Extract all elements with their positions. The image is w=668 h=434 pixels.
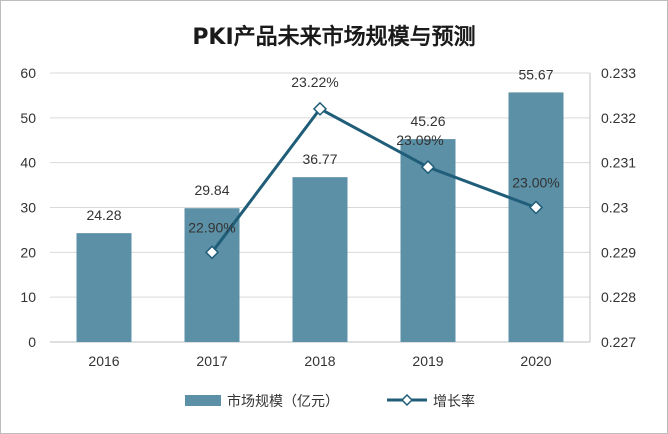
x-tick-label: 2019 (412, 353, 443, 369)
right-tick-label: 0.23 (601, 200, 628, 216)
left-tick-label: 30 (20, 200, 36, 216)
left-tick-label: 20 (20, 244, 36, 260)
left-tick-label: 0 (28, 334, 36, 350)
left-tick-label: 10 (20, 289, 36, 305)
legend-line-marker (400, 393, 414, 407)
line-point-marker (204, 245, 220, 260)
growth-line-series (204, 101, 544, 260)
line-data-labels: 22.90% 23.22% 23.09% 23.00% (188, 74, 559, 235)
bar-data-label: 24.28 (86, 207, 121, 223)
growth-line (210, 107, 537, 254)
line-data-label: 23.00% (512, 175, 559, 191)
bar-data-labels: 24.28 29.84 36.77 45.26 55.67 (86, 66, 553, 223)
left-axis-ticks: 0 10 20 30 40 50 60 (20, 65, 36, 350)
legend-line-label: 增长率 (433, 393, 475, 410)
bar (508, 92, 564, 342)
legend: 市场规模（亿元） 增长率 (185, 393, 475, 410)
legend-bar-swatch (185, 395, 221, 406)
right-tick-label: 0.231 (601, 155, 636, 171)
line-data-label: 23.22% (291, 74, 338, 90)
line-data-label: 23.09% (396, 132, 443, 148)
bar (76, 233, 132, 342)
line-point-marker (312, 101, 328, 116)
right-axis-ticks: 0.227 0.228 0.229 0.23 0.231 0.232 0.233 (601, 65, 636, 350)
left-tick-label: 40 (20, 155, 36, 171)
bar-data-label: 36.77 (302, 151, 337, 167)
line-point-marker (528, 200, 544, 215)
bar (292, 177, 348, 342)
right-tick-label: 0.229 (601, 244, 636, 260)
bar-data-label: 29.84 (194, 182, 229, 198)
x-tick-label: 2020 (520, 353, 551, 369)
bar-data-label: 45.26 (410, 113, 445, 129)
x-tick-label: 2018 (304, 353, 335, 369)
chart-title: PKI产品未来市场规模与预测 (192, 24, 475, 50)
x-tick-label: 2017 (196, 353, 227, 369)
left-tick-label: 50 (20, 110, 36, 126)
legend-bar-label: 市场规模（亿元） (227, 393, 339, 410)
left-tick-label: 60 (20, 65, 36, 81)
right-tick-label: 0.228 (601, 289, 636, 305)
right-tick-label: 0.233 (601, 65, 636, 81)
right-tick-label: 0.227 (601, 334, 636, 350)
x-axis-ticks: 2016 2017 2018 2019 2020 (88, 353, 551, 369)
bar (184, 208, 240, 342)
right-tick-label: 0.232 (601, 110, 636, 126)
line-data-label: 22.90% (188, 219, 235, 235)
gridlines (50, 72, 591, 343)
x-tick-label: 2016 (88, 353, 119, 369)
bar-data-label: 55.67 (518, 66, 553, 82)
bar-series (76, 92, 564, 342)
line-point-marker (420, 160, 436, 175)
